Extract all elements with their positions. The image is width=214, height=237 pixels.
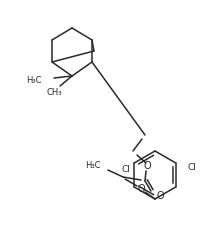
- Text: Cl: Cl: [121, 165, 130, 174]
- Text: O: O: [143, 161, 151, 171]
- Text: Cl: Cl: [188, 163, 197, 172]
- Text: CH₃: CH₃: [46, 87, 62, 96]
- Text: H₃C: H₃C: [86, 160, 101, 169]
- Text: H₃C: H₃C: [27, 76, 42, 85]
- Text: O: O: [137, 184, 145, 194]
- Text: O: O: [157, 191, 165, 201]
